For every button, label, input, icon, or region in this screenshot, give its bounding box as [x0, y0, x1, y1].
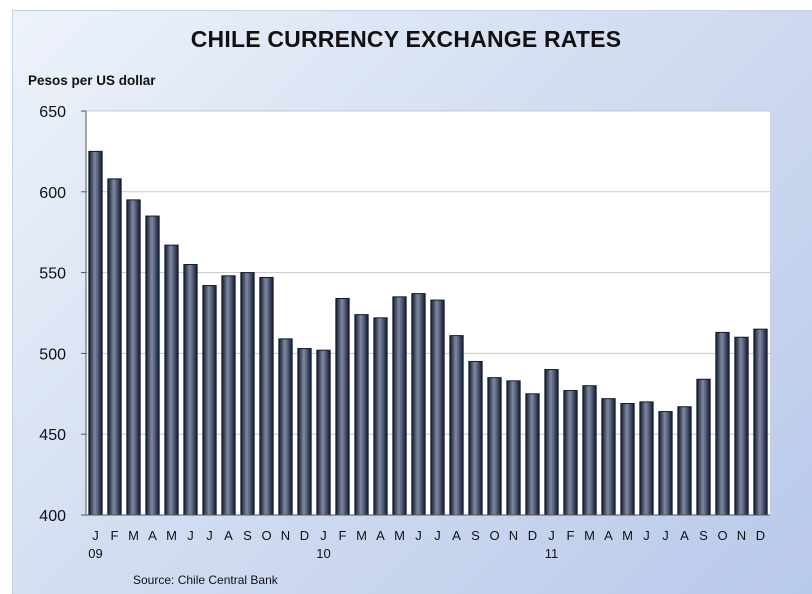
plot-area	[86, 111, 770, 515]
bars	[88, 150, 768, 516]
bar	[240, 272, 255, 516]
x-year-label: 09	[88, 546, 102, 561]
x-tick-label: J	[548, 528, 555, 543]
bar	[468, 360, 483, 516]
x-tick-label: J	[662, 528, 669, 543]
bar	[259, 276, 274, 516]
x-tick-label: N	[737, 528, 746, 543]
x-tick-label: A	[376, 528, 385, 543]
x-tick-label: M	[394, 528, 405, 543]
bar	[145, 215, 160, 516]
chart-title: CHILE CURRENCY EXCHANGE RATES	[190, 26, 622, 52]
y-axis-label: Pesos per US dollar	[28, 73, 156, 88]
y-tick-label: 400	[39, 508, 66, 525]
x-tick-label: D	[300, 528, 309, 543]
bar	[449, 335, 464, 516]
bar	[677, 406, 692, 516]
bar	[658, 411, 673, 516]
bar	[753, 328, 768, 516]
bar	[639, 401, 654, 516]
x-tick-label: D	[528, 528, 537, 543]
x-tick-label: J	[643, 528, 650, 543]
bar	[354, 314, 369, 516]
x-tick-label: O	[717, 528, 727, 543]
y-tick-label: 450	[39, 427, 66, 444]
bar	[487, 377, 502, 516]
bar	[126, 199, 141, 516]
y-tick-label: 500	[39, 346, 66, 363]
bar	[411, 293, 426, 516]
bar	[544, 369, 559, 516]
x-tick-label: J	[320, 528, 327, 543]
x-year-label: 11	[545, 546, 559, 561]
x-tick-label: N	[281, 528, 290, 543]
bar	[335, 297, 350, 516]
source-note: Source: Chile Central Bank	[133, 573, 278, 587]
x-tick-label: J	[415, 528, 422, 543]
x-tick-label: O	[261, 528, 271, 543]
x-tick-label: F	[339, 528, 347, 543]
bar	[715, 331, 730, 516]
x-tick-label: S	[471, 528, 480, 543]
bar	[297, 348, 312, 516]
bar	[525, 393, 540, 516]
bar	[392, 296, 407, 516]
bar	[696, 378, 711, 516]
bar	[430, 299, 445, 516]
x-tick-label: A	[680, 528, 689, 543]
x-tick-label: S	[699, 528, 708, 543]
x-tick-label: D	[756, 528, 765, 543]
x-tick-label: J	[92, 528, 99, 543]
x-tick-label: M	[584, 528, 595, 543]
bar	[582, 385, 597, 516]
x-year-label: 10	[316, 546, 330, 561]
x-tick-label: M	[356, 528, 367, 543]
x-tick-label: A	[604, 528, 613, 543]
x-tick-label: J	[187, 528, 194, 543]
y-tick-label: 600	[39, 185, 66, 202]
bar	[316, 349, 331, 516]
bar	[183, 264, 198, 516]
bar	[373, 317, 388, 516]
bar	[734, 336, 749, 516]
x-tick-label: A	[224, 528, 233, 543]
grid-lines	[86, 110, 770, 435]
x-tick-label: S	[243, 528, 252, 543]
x-tick-label: N	[509, 528, 518, 543]
x-tick-label: A	[452, 528, 461, 543]
x-tick-label: A	[148, 528, 157, 543]
x-tick-label: F	[567, 528, 575, 543]
bar	[278, 338, 293, 516]
bar	[601, 398, 616, 516]
bar	[620, 402, 635, 516]
bar	[107, 178, 122, 516]
x-tick-label: O	[489, 528, 499, 543]
x-tick-label: J	[434, 528, 441, 543]
y-tick-label: 550	[39, 266, 66, 283]
bar	[221, 275, 236, 516]
bar	[202, 285, 217, 516]
x-tick-label: F	[111, 528, 119, 543]
y-tick-label: 650	[39, 104, 66, 121]
bar	[164, 244, 179, 516]
x-tick-label: J	[206, 528, 213, 543]
x-tick-label: M	[166, 528, 177, 543]
x-tick-label: M	[128, 528, 139, 543]
bar	[563, 390, 578, 516]
bar	[506, 380, 521, 516]
bar	[88, 150, 103, 516]
x-tick-label: M	[622, 528, 633, 543]
